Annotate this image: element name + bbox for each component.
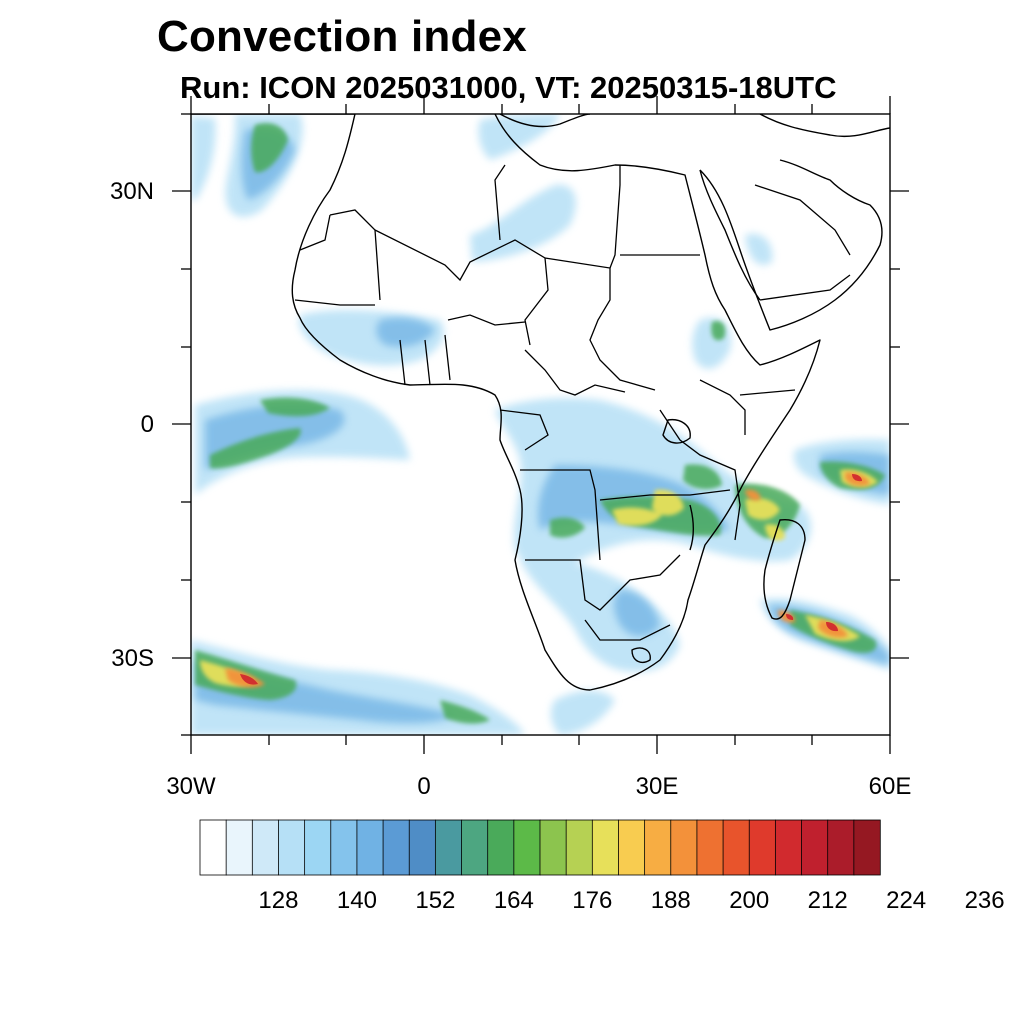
colorbar-label: 224 [886, 887, 927, 914]
colorbar-swatch [670, 819, 698, 876]
colorbar [199, 819, 881, 876]
colorbar-label: 200 [729, 887, 770, 914]
colorbar-label: 140 [336, 887, 377, 914]
lon-label-30w: 30W [166, 773, 216, 800]
colorbar-label: 176 [572, 887, 613, 914]
colorbar-swatch [487, 819, 515, 876]
coastlines [191, 114, 890, 691]
colorbar-label: 128 [258, 887, 299, 914]
lon-label-0: 0 [417, 773, 431, 800]
colorbar-swatch [461, 819, 489, 876]
colorbar-swatch [251, 819, 280, 876]
lon-label-30e: 30E [635, 773, 679, 800]
colorbar-swatch [801, 819, 829, 876]
colorbar-swatch [199, 819, 227, 876]
map-title: Convection index [157, 12, 527, 61]
colorbar-swatch [748, 819, 777, 876]
colorbar-swatch [722, 819, 750, 876]
colorbar-swatch [591, 819, 620, 876]
colorbar-label: 164 [493, 887, 534, 914]
colorbar-swatch [408, 819, 437, 876]
colorbar-swatch [278, 819, 306, 876]
colorbar-label: 236 [964, 887, 1005, 914]
lat-label-30n: 30N [109, 178, 154, 205]
colorbar-swatch [304, 819, 332, 876]
colorbar-swatch [644, 819, 672, 876]
colorbar-swatch [618, 819, 646, 876]
colorbar-swatch [696, 819, 724, 876]
colorbar-label: 188 [650, 887, 691, 914]
colorbar-swatch [356, 819, 384, 876]
colorbar-swatch [330, 819, 358, 876]
country-borders [294, 164, 851, 641]
colorbar-swatch [539, 819, 567, 876]
lat-label-0: 0 [140, 411, 154, 438]
lon-label-60e: 60E [868, 773, 912, 800]
colorbar-swatch [774, 819, 803, 876]
convection-field [191, 114, 890, 735]
colorbar-swatch [382, 819, 410, 876]
colorbar-swatch [853, 819, 881, 876]
axis-ticks [172, 96, 909, 754]
colorbar-swatch [513, 819, 541, 876]
colorbar-label: 212 [807, 887, 848, 914]
colorbar-swatch [225, 819, 253, 876]
colorbar-label: 152 [415, 887, 456, 914]
colorbar-swatch [565, 819, 594, 876]
lat-label-30s: 30S [111, 645, 154, 672]
colorbar-swatch [827, 819, 855, 876]
colorbar-swatch [434, 819, 463, 876]
map-subtitle: Run: ICON 2025031000, VT: 20250315-18UTC [180, 70, 837, 105]
